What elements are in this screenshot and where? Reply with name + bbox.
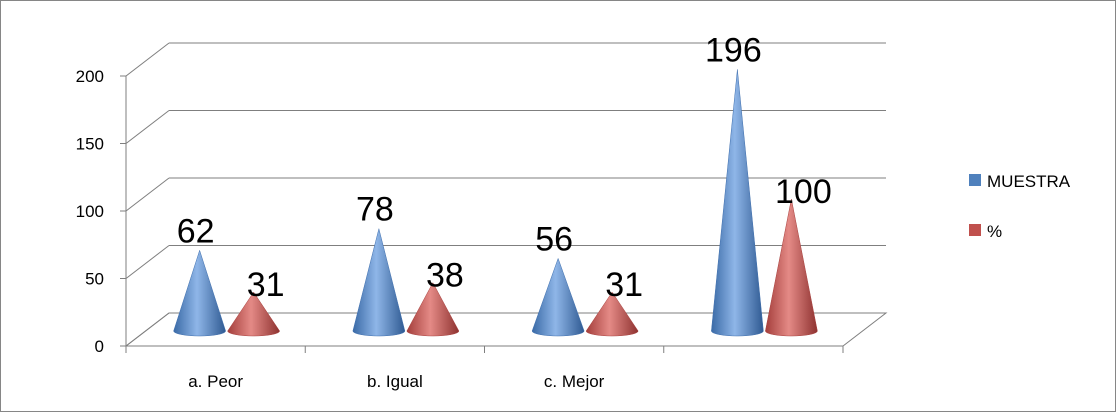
data-label: 196 (705, 31, 762, 69)
cone-muestra (173, 249, 226, 337)
gridline-diagonal (125, 177, 170, 212)
legend-swatch (969, 174, 981, 186)
cones (173, 69, 818, 337)
legend-swatch (969, 224, 981, 236)
data-label: 38 (426, 257, 464, 295)
cone-percent (585, 291, 639, 337)
legend: MUESTRA% (969, 172, 1071, 241)
gridline-diagonal (125, 42, 170, 77)
data-labels: 62 31 78 38 56 31 196 100 (177, 31, 832, 304)
cone-muestra (711, 69, 764, 337)
gridline-diagonal (125, 110, 170, 144)
y-tick-label: 200 (76, 67, 104, 86)
data-label: 31 (605, 266, 643, 304)
cone-percent (227, 291, 280, 337)
x-tick-label: a. Peor (188, 372, 243, 391)
legend-label: MUESTRA (987, 172, 1071, 191)
y-tick-label: 0 (95, 337, 104, 356)
gridline-diagonal (125, 245, 170, 279)
cone-muestra (531, 257, 585, 337)
axes: 0 50 100 150 200 a. Peor b. Igual c. Mejor (76, 67, 844, 391)
data-label: 31 (247, 266, 285, 304)
x-tick-label: c. Mejor (544, 372, 605, 391)
cone-muestra (352, 228, 406, 337)
data-label: 56 (535, 220, 573, 258)
data-label: 78 (356, 191, 394, 229)
y-tick-label: 150 (76, 135, 104, 154)
cone-percent (765, 198, 818, 337)
data-label: 100 (775, 173, 832, 211)
legend-label: % (987, 222, 1002, 241)
y-tick-label: 100 (76, 202, 104, 221)
x-tick-label: b. Igual (367, 372, 423, 391)
y-tick-label: 50 (85, 270, 104, 289)
cone-percent (406, 282, 460, 337)
data-label: 62 (177, 212, 215, 250)
